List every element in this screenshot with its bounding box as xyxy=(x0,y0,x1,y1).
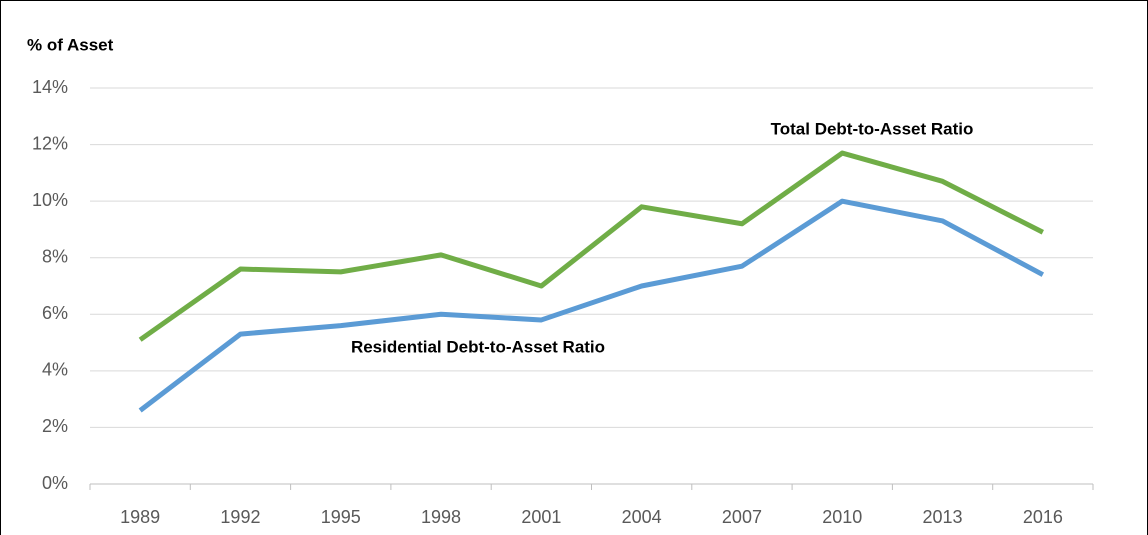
x-tick-label: 2007 xyxy=(722,507,762,527)
series-annotation: Residential Debt-to-Asset Ratio xyxy=(351,337,605,356)
x-tick-label: 2013 xyxy=(923,507,963,527)
y-tick-label: 8% xyxy=(42,246,68,266)
x-tick-label: 2004 xyxy=(622,507,662,527)
series-line xyxy=(138,150,1044,342)
x-tick-label: 2010 xyxy=(822,507,862,527)
x-tick-label: 1998 xyxy=(421,507,461,527)
x-tick-label: 1995 xyxy=(321,507,361,527)
series-line xyxy=(138,198,1045,413)
y-tick-label: 0% xyxy=(42,473,68,493)
x-tick-label: 2001 xyxy=(521,507,561,527)
x-tick-label: 1992 xyxy=(220,507,260,527)
y-tick-label: 12% xyxy=(32,133,68,153)
y-axis-label: % of Asset xyxy=(27,35,114,54)
series-annotation: Total Debt-to-Asset Ratio xyxy=(771,119,974,138)
y-tick-label: 14% xyxy=(32,77,68,97)
y-tick-label: 10% xyxy=(32,190,68,210)
y-tick-label: 4% xyxy=(42,360,68,380)
x-tick-label: 2016 xyxy=(1023,507,1063,527)
y-tick-label: 2% xyxy=(42,416,68,436)
y-tick-label: 6% xyxy=(42,303,68,323)
x-tick-label: 1989 xyxy=(120,507,160,527)
